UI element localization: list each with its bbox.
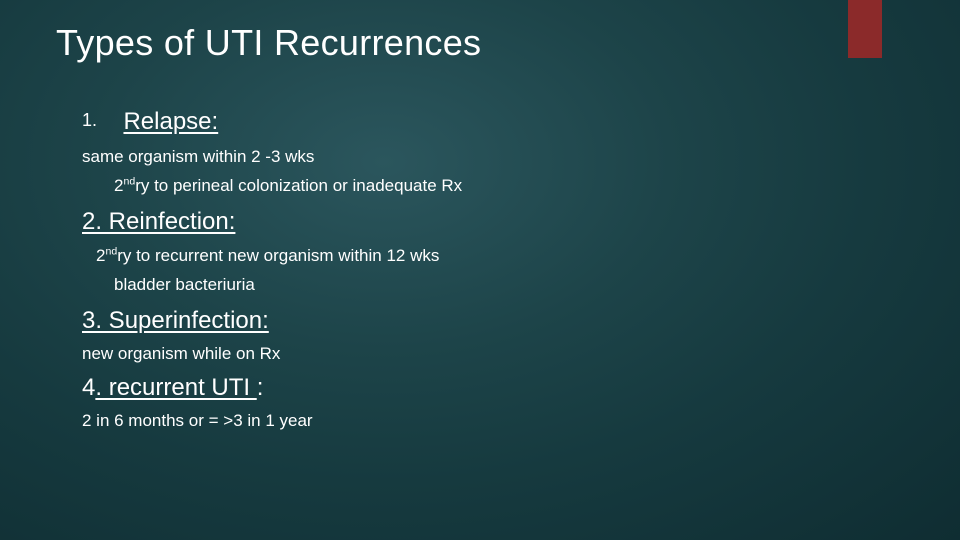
item-2-line-a-post: ry to recurrent new organism within 12 w… [117,246,439,265]
item-1-heading-row: 1. Relapse: [82,106,880,138]
item-1-line-b-sup: nd [123,176,135,188]
item-4-line-a: 2 in 6 months or = >3 in 1 year [82,410,880,433]
accent-bar [848,0,882,58]
item-4-heading-prefix: 4 [82,374,95,401]
item-1-line-b: 2ndry to perineal colonization or inadeq… [114,175,880,198]
item-3-line-a: new organism while on Rx [82,343,880,366]
item-3-heading-row: 3. Superinfection: [82,305,880,337]
item-4-heading-mid: . recurrent UTI [95,374,256,401]
item-1-line-a: same organism within 2 -3 wks [82,146,880,169]
item-4-heading-suffix: : [257,374,264,401]
item-2-line-b: bladder bacteriuria [114,274,880,297]
item-2-heading: 2. Reinfection: [82,208,235,235]
item-4-heading-row: 4. recurrent UTI : [82,372,880,404]
item-1-number: 1. [82,108,97,132]
slide: Types of UTI Recurrences 1. Relapse: sam… [0,0,960,540]
slide-title: Types of UTI Recurrences [56,22,481,64]
item-2-heading-row: 2. Reinfection: [82,206,880,238]
item-2-line-a: 2ndry to recurrent new organism within 1… [96,245,880,268]
item-1-heading: Relapse: [123,108,218,135]
item-3-heading: 3. Superinfection: [82,307,269,334]
slide-content: 1. Relapse: same organism within 2 -3 wk… [82,104,880,439]
item-1-line-b-post: ry to perineal colonization or inadequat… [135,176,462,195]
item-2-line-a-sup: nd [105,245,117,257]
